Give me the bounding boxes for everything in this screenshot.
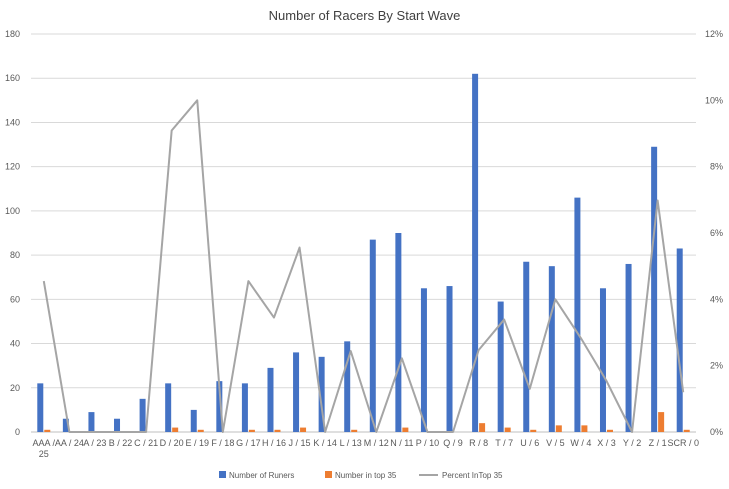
y2-tick-label: 2%	[710, 361, 723, 371]
bar-top35	[606, 429, 613, 432]
bar-top35	[479, 423, 486, 432]
bar-top35	[248, 429, 255, 432]
y-tick-label: 180	[5, 29, 20, 39]
bar-runners	[420, 288, 427, 432]
bar-runners	[574, 197, 581, 432]
bar-runners	[472, 73, 479, 433]
legend-swatch	[325, 471, 332, 478]
bar-runners	[216, 381, 223, 432]
legend-label: Number in top 35	[335, 471, 397, 480]
legend-label: Percent InTop 35	[442, 471, 503, 480]
x-tick-label: D / 20	[160, 438, 184, 448]
bar-runners	[267, 367, 274, 432]
bar-runners	[293, 352, 300, 432]
bar-runners	[599, 288, 606, 432]
bar-top35	[581, 425, 588, 432]
bar-runners	[318, 356, 325, 432]
x-tick-label: W / 4	[570, 438, 591, 448]
chart-title: Number of Racers By Start Wave	[269, 8, 461, 23]
bar-runners	[497, 301, 504, 432]
bar-top35	[555, 425, 562, 432]
legend-swatch	[219, 471, 226, 478]
bar-top35	[504, 427, 511, 432]
x-tick-label: Y / 2	[623, 438, 641, 448]
bar-runners	[62, 418, 69, 432]
bar-top35	[658, 412, 665, 432]
x-tick-label: M / 12	[364, 438, 389, 448]
bar-top35	[402, 427, 409, 432]
bar-runners	[114, 418, 121, 432]
legend: Number of Runers Number in top 35 Percent …	[219, 471, 503, 480]
bar-runners	[676, 248, 683, 432]
x-tick-label: R / 8	[469, 438, 488, 448]
axes: 0 20 40 60 80 100 120 140 160 180 0% 2% 4% 6% 8% 10% 12%…	[5, 29, 723, 459]
x-tick-label: X / 3	[597, 438, 616, 448]
bar-top35	[274, 429, 281, 432]
bar-runners	[88, 412, 95, 432]
bar-runners	[165, 383, 172, 432]
y2-tick-label: 12%	[705, 29, 723, 39]
bar-runners	[37, 383, 44, 432]
y-tick-label: 140	[5, 117, 20, 127]
bar-runners	[190, 409, 197, 432]
x-tick-label: P / 10	[416, 438, 439, 448]
x-tick-label: H / 16	[262, 438, 286, 448]
gridlines	[31, 33, 696, 433]
x-tick-label: G / 17	[236, 438, 261, 448]
bar-top35	[351, 429, 358, 432]
bar-runners	[548, 266, 555, 432]
x-tick-label: L / 13	[340, 438, 362, 448]
y-tick-label: 20	[10, 383, 20, 393]
y2-tick-label: 6%	[710, 228, 723, 238]
bar-top35	[683, 429, 690, 432]
bars	[37, 73, 690, 433]
y-tick-label: 60	[10, 294, 20, 304]
y-tick-label: 40	[10, 339, 20, 349]
x-tick-label: Q / 9	[443, 438, 463, 448]
y2-tick-label: 0%	[710, 427, 723, 437]
bar-runners	[446, 286, 453, 432]
bar-runners	[241, 383, 248, 432]
bar-top35	[530, 429, 537, 432]
bar-runners	[523, 261, 530, 432]
x-tick-label: K / 14	[313, 438, 337, 448]
x-tick-label: T / 7	[495, 438, 513, 448]
x-tick-label: J / 15	[289, 438, 311, 448]
bar-top35	[197, 429, 204, 432]
percent-line	[42, 99, 685, 433]
y-tick-label: 0	[15, 427, 20, 437]
x-tick-label: F / 18	[211, 438, 234, 448]
y-tick-label: 160	[5, 73, 20, 83]
bar-runners	[625, 263, 632, 432]
bar-runners	[139, 398, 146, 432]
y2-tick-label: 4%	[710, 294, 723, 304]
x-tick-label: C / 21	[134, 438, 158, 448]
x-tick-label: V / 5	[546, 438, 565, 448]
bar-runners	[395, 233, 402, 432]
x-tick-label: Z / 1	[649, 438, 667, 448]
series-line-percent	[42, 99, 685, 433]
bar-top35	[300, 427, 307, 432]
x-tick-label: SCR / 0	[667, 438, 699, 448]
y-tick-label: 80	[10, 250, 20, 260]
bar-runners	[651, 146, 658, 432]
x-tick-label: AAA /25	[33, 438, 56, 459]
y2-tick-label: 10%	[705, 95, 723, 105]
bar-top35	[172, 427, 179, 432]
x-tick-label: B / 22	[109, 438, 133, 448]
y-tick-label: 120	[5, 162, 20, 172]
bar-runners	[369, 239, 376, 432]
x-tick-label: AA / 24	[55, 438, 84, 448]
y2-tick-label: 8%	[710, 162, 723, 172]
bar-runners	[344, 341, 351, 432]
x-tick-label: U / 6	[520, 438, 539, 448]
bar-top35	[44, 429, 51, 432]
y-tick-label: 100	[5, 206, 20, 216]
x-tick-label: N / 11	[390, 438, 413, 448]
x-tick-label: A / 23	[83, 438, 106, 448]
legend-label: Number of Runers	[229, 471, 294, 480]
x-tick-label: E / 19	[185, 438, 209, 448]
